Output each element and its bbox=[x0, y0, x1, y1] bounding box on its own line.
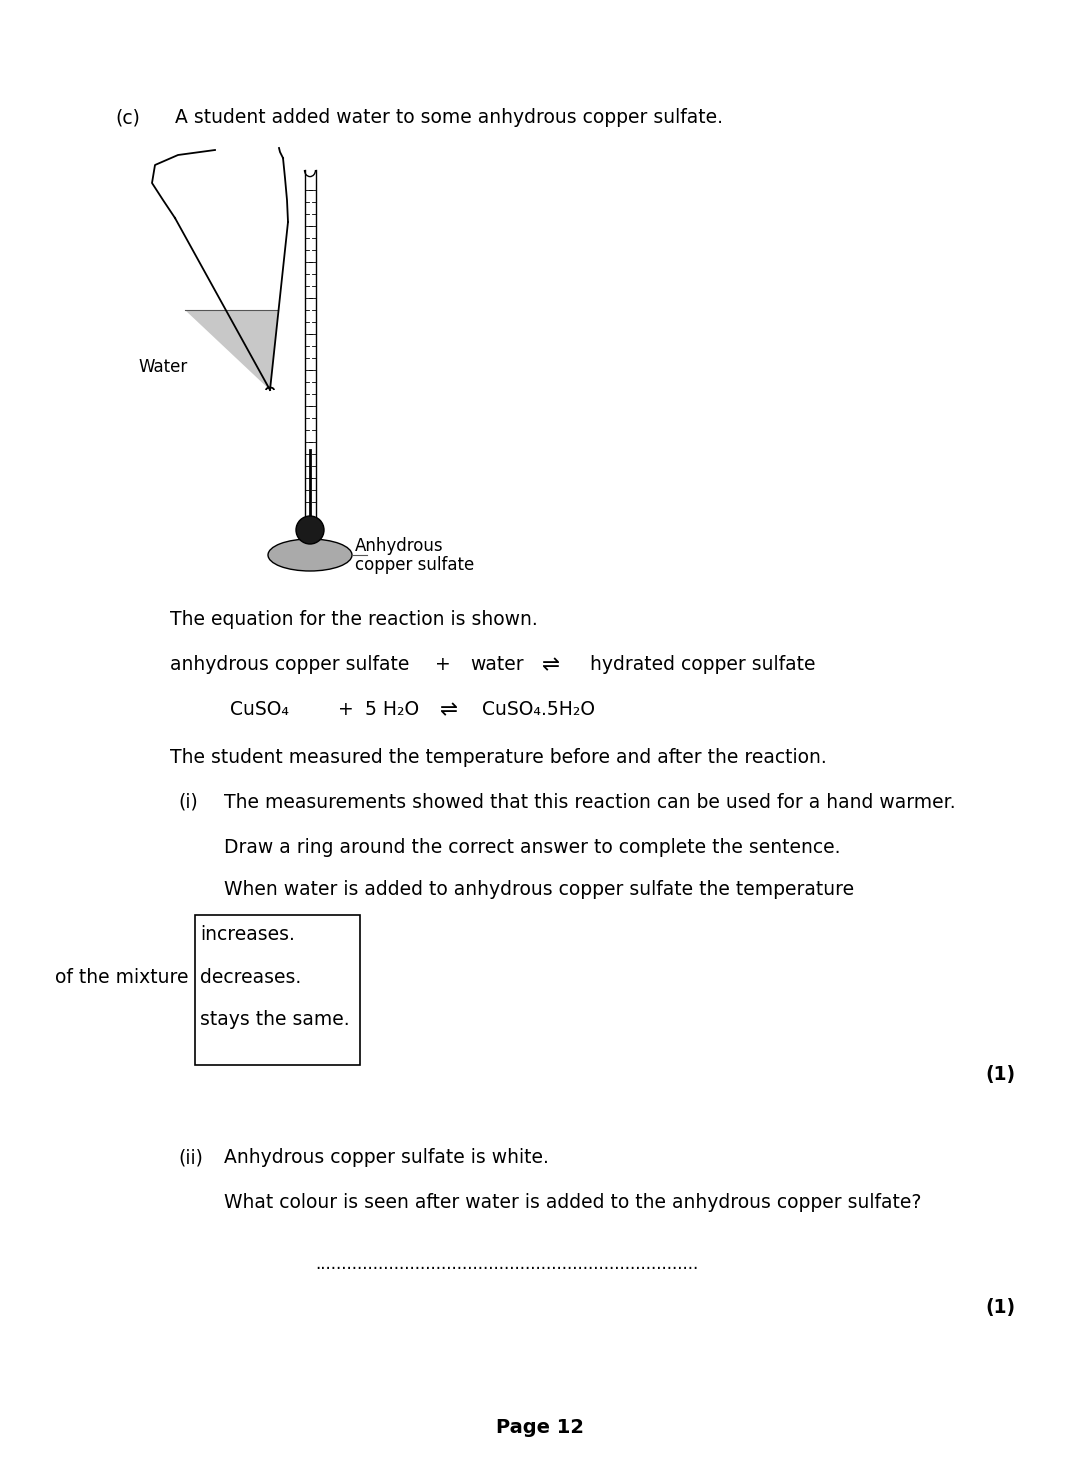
Text: 5 H₂O: 5 H₂O bbox=[365, 701, 419, 718]
Text: stays the same.: stays the same. bbox=[200, 1010, 350, 1030]
Text: .........................................................................: ........................................… bbox=[315, 1255, 699, 1273]
Text: increases.: increases. bbox=[200, 925, 295, 944]
Text: hydrated copper sulfate: hydrated copper sulfate bbox=[590, 655, 815, 674]
Text: of the mixture: of the mixture bbox=[55, 968, 189, 987]
Text: What colour is seen after water is added to the anhydrous copper sulfate?: What colour is seen after water is added… bbox=[224, 1193, 921, 1212]
Text: Anhydrous: Anhydrous bbox=[355, 537, 444, 555]
Ellipse shape bbox=[296, 516, 324, 544]
Text: (1): (1) bbox=[985, 1298, 1015, 1317]
Text: CuSO₄: CuSO₄ bbox=[230, 701, 289, 718]
Text: Draw a ring around the correct answer to complete the sentence.: Draw a ring around the correct answer to… bbox=[224, 838, 840, 857]
Text: The measurements showed that this reaction can be used for a hand warmer.: The measurements showed that this reacti… bbox=[224, 794, 956, 813]
Text: A student added water to some anhydrous copper sulfate.: A student added water to some anhydrous … bbox=[175, 108, 723, 127]
Text: The equation for the reaction is shown.: The equation for the reaction is shown. bbox=[170, 611, 538, 628]
Text: (ii): (ii) bbox=[178, 1148, 203, 1167]
Text: Water: Water bbox=[138, 358, 187, 376]
Text: When water is added to anhydrous copper sulfate the temperature: When water is added to anhydrous copper … bbox=[224, 881, 854, 898]
Polygon shape bbox=[185, 310, 278, 389]
Text: ⇌: ⇌ bbox=[440, 701, 458, 720]
Text: (i): (i) bbox=[178, 794, 198, 813]
Text: CuSO₄.5H₂O: CuSO₄.5H₂O bbox=[482, 701, 595, 718]
Text: decreases.: decreases. bbox=[200, 968, 301, 987]
Text: ⇌: ⇌ bbox=[542, 655, 561, 676]
Text: water: water bbox=[470, 655, 524, 674]
Text: Anhydrous copper sulfate is white.: Anhydrous copper sulfate is white. bbox=[224, 1148, 549, 1167]
Text: +: + bbox=[338, 701, 354, 718]
Text: (1): (1) bbox=[985, 1065, 1015, 1084]
Text: anhydrous copper sulfate: anhydrous copper sulfate bbox=[170, 655, 409, 674]
Text: (c): (c) bbox=[114, 108, 140, 127]
Bar bbox=[195, 914, 360, 1065]
Text: The student measured the temperature before and after the reaction.: The student measured the temperature bef… bbox=[170, 748, 827, 767]
Text: Page 12: Page 12 bbox=[496, 1417, 584, 1437]
Text: copper sulfate: copper sulfate bbox=[355, 556, 474, 574]
Text: +: + bbox=[435, 655, 450, 674]
Ellipse shape bbox=[268, 538, 352, 571]
